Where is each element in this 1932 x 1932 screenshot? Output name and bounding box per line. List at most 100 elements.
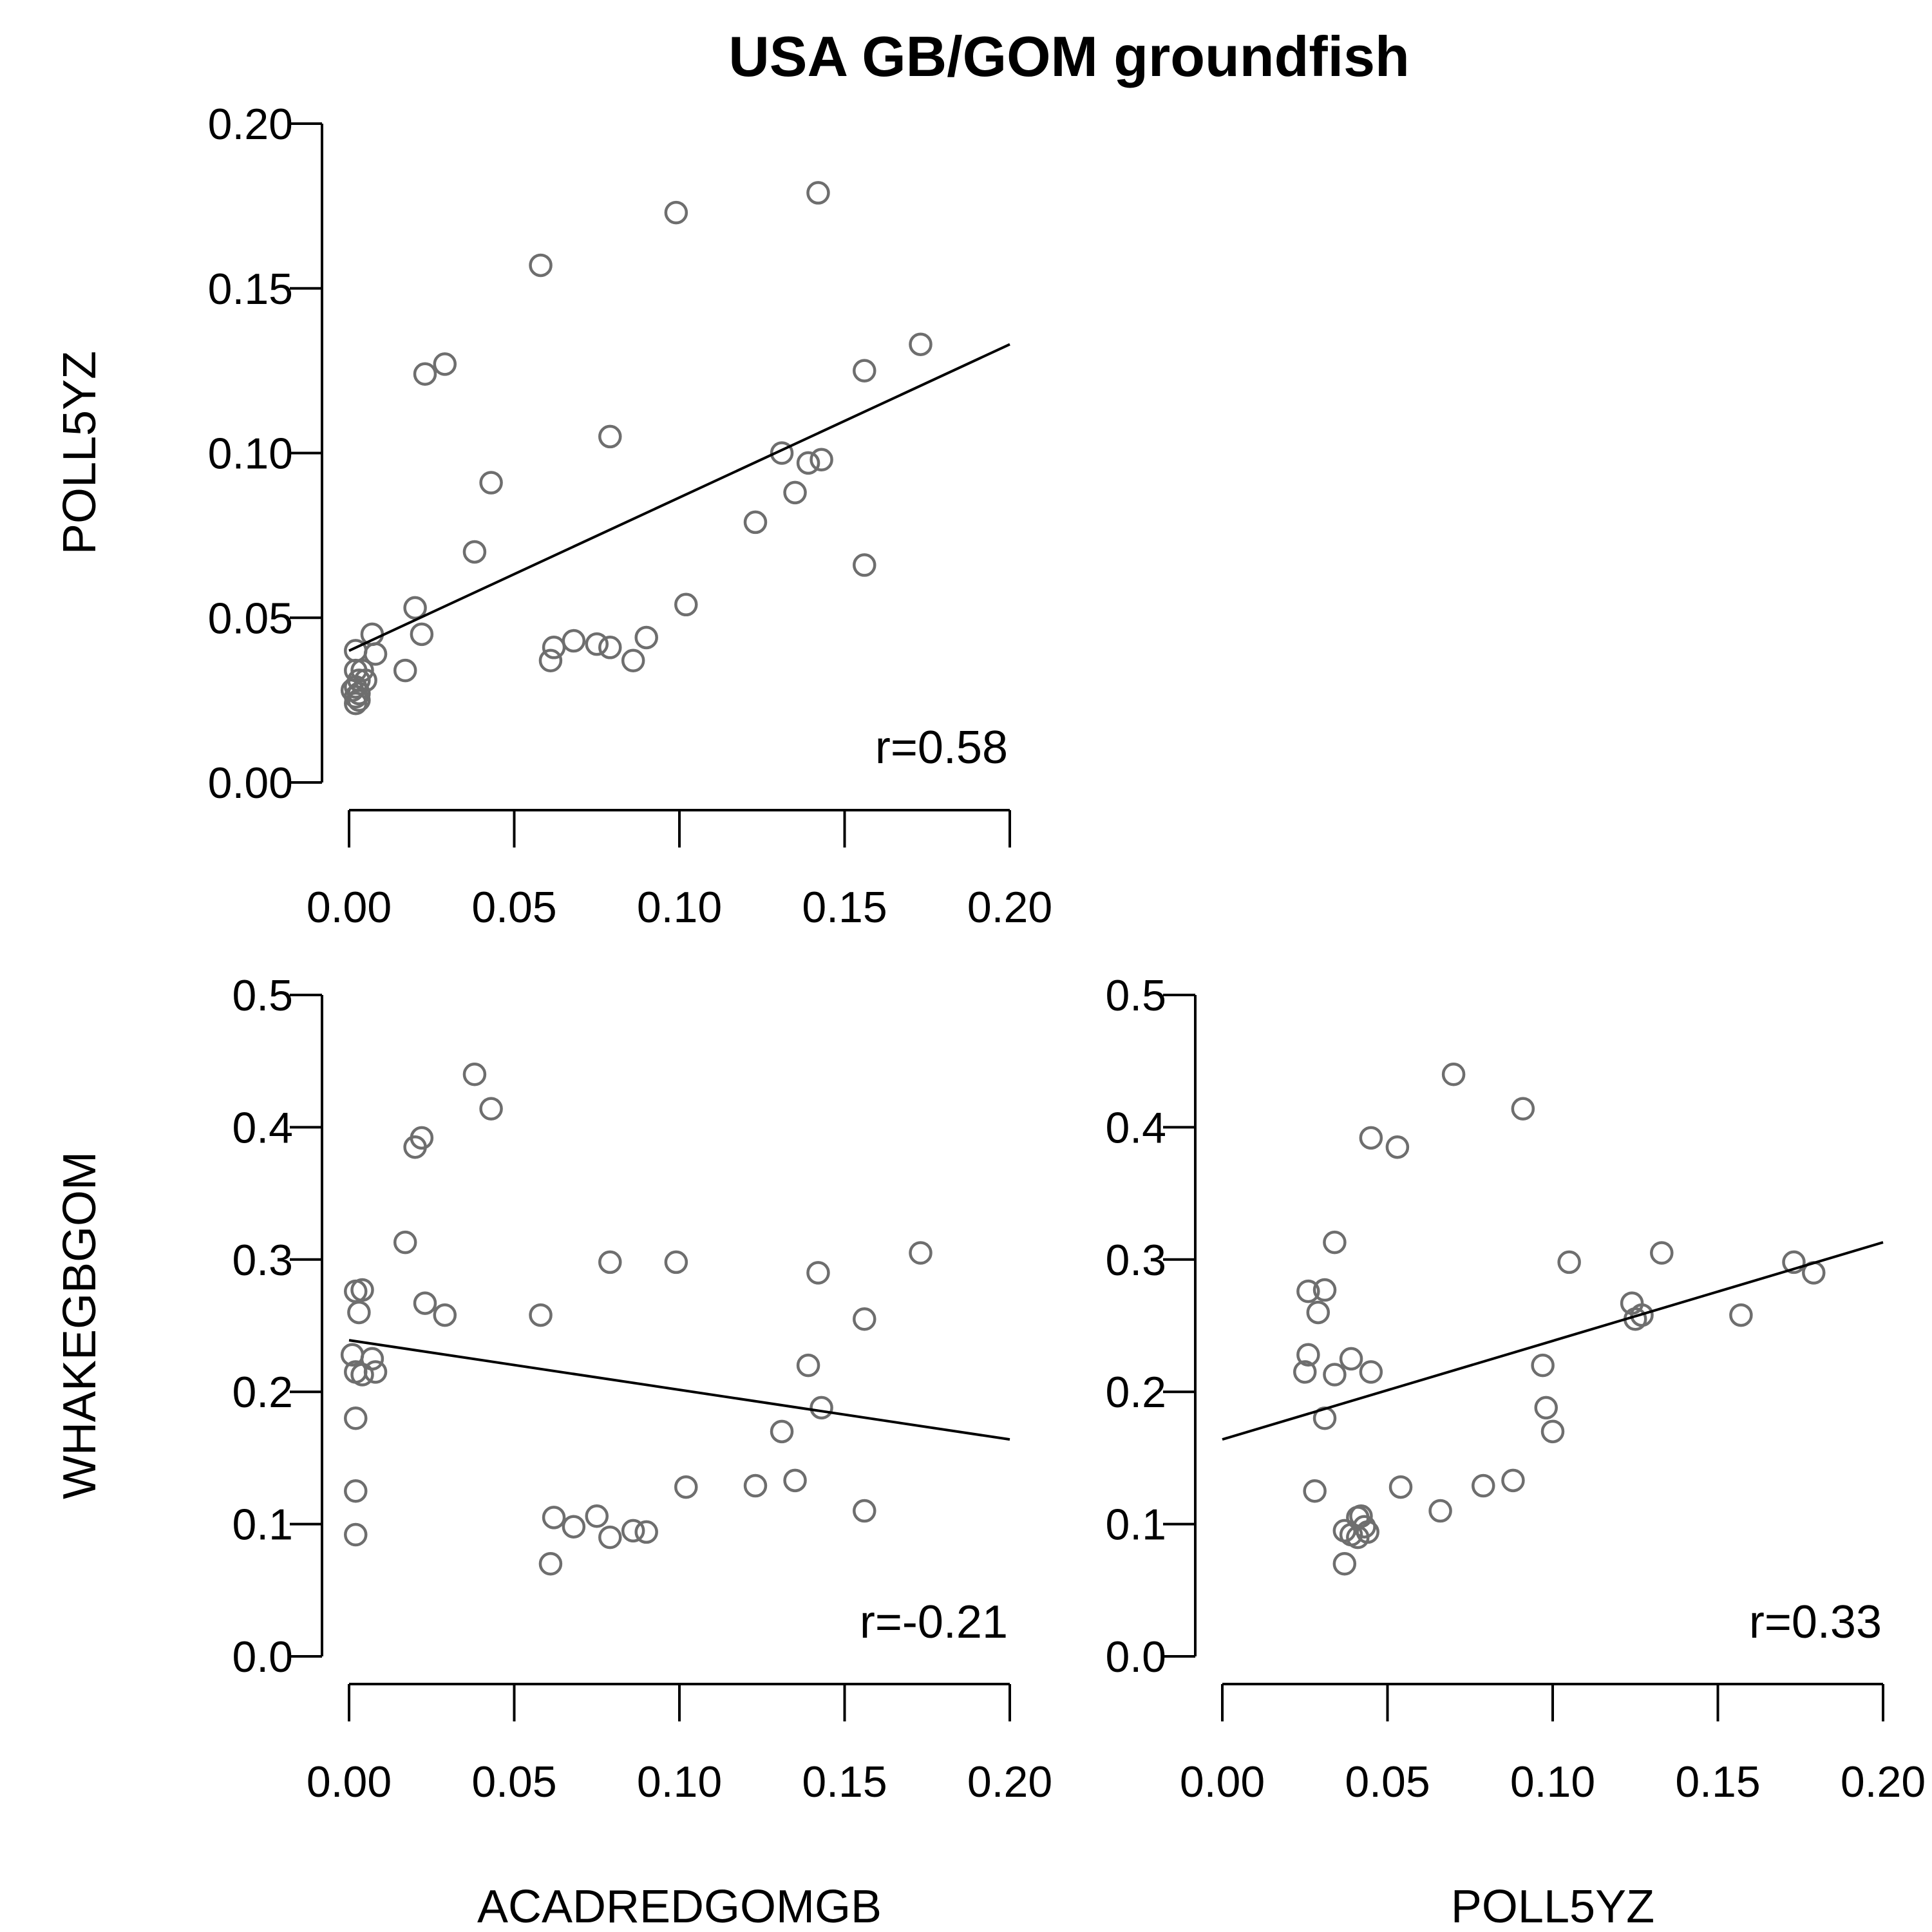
data-point [347, 1300, 371, 1325]
x-tick-label: 0.15 [1675, 1757, 1760, 1806]
data-point [664, 1250, 688, 1274]
data-point [542, 1506, 566, 1530]
x-tick-label: 0.15 [802, 883, 887, 932]
data-point [806, 1261, 830, 1285]
data-point [529, 253, 553, 278]
data-point [853, 359, 876, 383]
data-point [1540, 1419, 1565, 1444]
data-point [1312, 1278, 1337, 1302]
data-point [462, 540, 487, 564]
data-point [360, 622, 384, 647]
y-tick-label: 0.4 [232, 1103, 293, 1152]
data-point [621, 649, 645, 672]
data-point [1729, 1303, 1753, 1327]
data-point [796, 451, 820, 475]
data-point [674, 1475, 698, 1499]
data-point [1557, 1250, 1581, 1274]
regression-line [1222, 1241, 1884, 1441]
y-tick-label: 0.10 [208, 430, 293, 478]
y-tick-label: 0.2 [232, 1368, 293, 1417]
y-tick-label: 0.0 [1105, 1633, 1166, 1681]
plot-area: 0.00 0.05 0.10 0.15 0.200.000.050.100.150.20… [54, 100, 1926, 1932]
x-tick-label: 0.15 [802, 1757, 887, 1806]
data-point [585, 1504, 609, 1528]
data-point [634, 625, 658, 650]
data-point [538, 649, 563, 672]
y-tick-label: 0.2 [1105, 1368, 1166, 1417]
data-point [413, 1291, 437, 1315]
regression-line [348, 1339, 1010, 1441]
data-point [393, 658, 417, 683]
data-point [1472, 1473, 1495, 1498]
data-point [347, 681, 371, 706]
y-tick-label: 0.20 [208, 100, 293, 149]
data-point [783, 480, 807, 505]
correlation-label: r=-0.21 [860, 1596, 1008, 1648]
data-point [363, 642, 388, 666]
data-point [743, 1473, 768, 1498]
data-point [598, 1250, 622, 1274]
x-tick-label: 0.20 [967, 883, 1052, 932]
data-point [413, 362, 437, 386]
y-tick-label: 0.1 [232, 1501, 293, 1549]
data-point [393, 1230, 417, 1255]
data-point [783, 1468, 807, 1493]
x-tick-label: 0.00 [307, 1757, 392, 1806]
data-point [674, 592, 698, 617]
data-point [1359, 1360, 1383, 1384]
data-point [853, 553, 876, 577]
data-point [1534, 1396, 1558, 1420]
data-point [1388, 1475, 1413, 1499]
data-point [562, 629, 586, 653]
y-axis-title: POLL5YZ [54, 351, 106, 554]
data-point [538, 1551, 563, 1576]
data-point [363, 1360, 388, 1384]
data-point [770, 441, 794, 465]
panel-poll-vs-whake: 0.00 0.05 0.10 0.15 0.20 0.0 0.1 0.2 0.3 0.4 0.5 PO… [1105, 971, 1926, 1932]
data-point [344, 691, 368, 715]
y-tick-label: 0.3 [232, 1236, 293, 1285]
data-point [585, 632, 609, 656]
data-point [347, 688, 371, 712]
data-point [598, 424, 622, 449]
data-point [909, 1241, 933, 1265]
data-point [1385, 1135, 1410, 1159]
data-point [1323, 1363, 1347, 1387]
data-point [344, 685, 368, 709]
data-point [1339, 1347, 1363, 1371]
data-point [1650, 1241, 1674, 1265]
data-point [562, 1515, 586, 1539]
data-point [743, 510, 768, 535]
y-tick-label: 0.4 [1105, 1103, 1166, 1152]
x-tick-label: 0.10 [637, 1757, 722, 1806]
data-point [853, 1499, 876, 1523]
panel-acad-vs-whake: 0.00 0.05 0.10 0.15 0.20 0.0 0.1 0.2 0.3 0.4 0.5 WH… [54, 971, 1052, 1932]
data-point [806, 181, 830, 205]
x-tick-label: 0.20 [967, 1757, 1052, 1806]
data-point [664, 200, 688, 225]
y-tick-label: 0.0 [232, 1633, 293, 1681]
data-point [1306, 1300, 1331, 1325]
data-point [462, 1062, 487, 1086]
data-point [1359, 1126, 1383, 1150]
data-point [598, 636, 622, 659]
data-point [1296, 1279, 1320, 1303]
data-point [529, 1303, 553, 1327]
data-point [634, 1520, 658, 1544]
y-axis-title: WHAKEGBGOM [54, 1151, 106, 1499]
y-tick-label: 0.5 [1105, 971, 1166, 1020]
data-point [1428, 1499, 1452, 1523]
data-point [479, 471, 503, 495]
data-point [1501, 1468, 1525, 1493]
data-point [1511, 1097, 1535, 1121]
data-point [403, 596, 427, 620]
data-point [621, 1519, 645, 1543]
y-tick-label: 0.15 [208, 265, 293, 314]
data-point [1441, 1062, 1466, 1086]
data-point [350, 1363, 374, 1387]
data-point [770, 1419, 794, 1444]
data-point [1332, 1551, 1357, 1576]
data-point [344, 1406, 368, 1430]
correlation-label: r=0.58 [875, 722, 1008, 773]
